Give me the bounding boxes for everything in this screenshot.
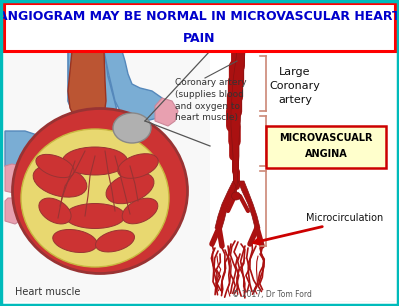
Ellipse shape	[36, 155, 74, 177]
Ellipse shape	[65, 203, 125, 229]
Polygon shape	[215, 181, 236, 231]
Polygon shape	[68, 51, 106, 126]
Ellipse shape	[39, 198, 71, 224]
Text: Microcirculation: Microcirculation	[306, 213, 383, 223]
Text: © 2017, Dr Tom Ford: © 2017, Dr Tom Ford	[232, 289, 312, 298]
Polygon shape	[231, 51, 245, 198]
Ellipse shape	[122, 198, 158, 224]
Polygon shape	[238, 181, 260, 230]
Ellipse shape	[33, 165, 87, 197]
Text: Coronary artery
(supplies blood
and oxygen to
heart muscle): Coronary artery (supplies blood and oxyg…	[175, 78, 247, 122]
Polygon shape	[5, 198, 26, 224]
Ellipse shape	[118, 154, 158, 178]
Polygon shape	[104, 51, 165, 121]
Polygon shape	[5, 131, 55, 174]
Ellipse shape	[106, 172, 154, 204]
Text: PAIN: PAIN	[183, 32, 215, 44]
Ellipse shape	[12, 109, 188, 274]
Ellipse shape	[231, 192, 241, 200]
Polygon shape	[5, 164, 30, 194]
Polygon shape	[155, 98, 178, 126]
Ellipse shape	[113, 113, 151, 143]
Text: ANGINA: ANGINA	[304, 149, 348, 159]
Ellipse shape	[21, 129, 169, 267]
FancyBboxPatch shape	[266, 126, 386, 168]
Ellipse shape	[95, 230, 134, 252]
Bar	[4, 3, 395, 51]
Ellipse shape	[63, 147, 128, 175]
Ellipse shape	[53, 230, 97, 252]
Bar	[210, 51, 395, 301]
Text: MICROVASCUALR: MICROVASCUALR	[279, 133, 373, 143]
Text: ANGIOGRAM MAY BE NORMAL IN MICROVASCULAR HEART: ANGIOGRAM MAY BE NORMAL IN MICROVASCULAR…	[0, 10, 399, 24]
Polygon shape	[68, 51, 118, 246]
Text: Large
Coronary
artery: Large Coronary artery	[270, 67, 320, 105]
Bar	[4, 52, 395, 302]
Text: Heart muscle: Heart muscle	[15, 287, 81, 297]
